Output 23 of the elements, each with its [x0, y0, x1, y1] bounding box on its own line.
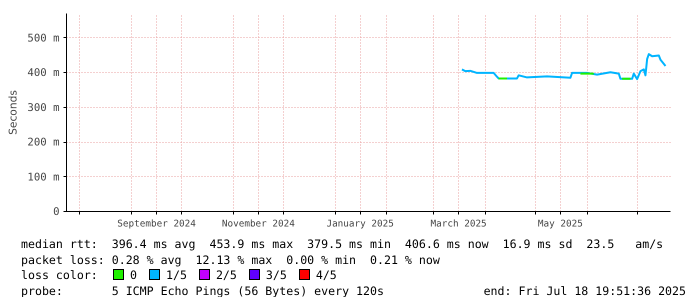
y-tick-label: 300 m — [27, 100, 60, 114]
legend-label: 2/5 — [216, 268, 237, 282]
y-axis-title: Seconds — [6, 90, 20, 135]
line-series — [460, 53, 666, 80]
text: probe: 5 ICMP Echo Pings (56 Bytes) every 120s — [21, 284, 384, 297]
legend-label: 1/5 — [166, 268, 187, 282]
text: median rtt: 396.4 ms avg 453.9 ms max 379.5 ms min 406.6 ms now 16.9 ms sd 23.5 am/s — [21, 237, 664, 252]
y-tick-label: 400 m — [27, 66, 60, 80]
legend-label: 4/5 — [316, 268, 337, 282]
y-tick-label: 200 m — [27, 136, 60, 149]
x-tick-label: November 2024 — [222, 218, 296, 230]
y-tick-label: 500 m — [27, 31, 60, 44]
y-tick-label: 100 m — [27, 170, 60, 184]
legend-title: loss color: — [21, 268, 99, 284]
y-tick-label: 0 — [53, 205, 60, 218]
text: packet loss: 0.28 % avg 12.13 % max 0.00 % min 0.21 % now — [21, 252, 441, 268]
x-tick-label: May 2025 — [538, 218, 583, 230]
x-tick-label: March 2025 — [430, 218, 487, 230]
x-tick-label: September 2024 — [117, 218, 196, 230]
text: end: Fri Jul 18 19:51:36 2025 — [484, 284, 686, 297]
legend-label: 0 — [130, 268, 137, 282]
legend-label: 3/5 — [266, 268, 287, 282]
x-tick-label: January 2025 — [326, 218, 394, 230]
